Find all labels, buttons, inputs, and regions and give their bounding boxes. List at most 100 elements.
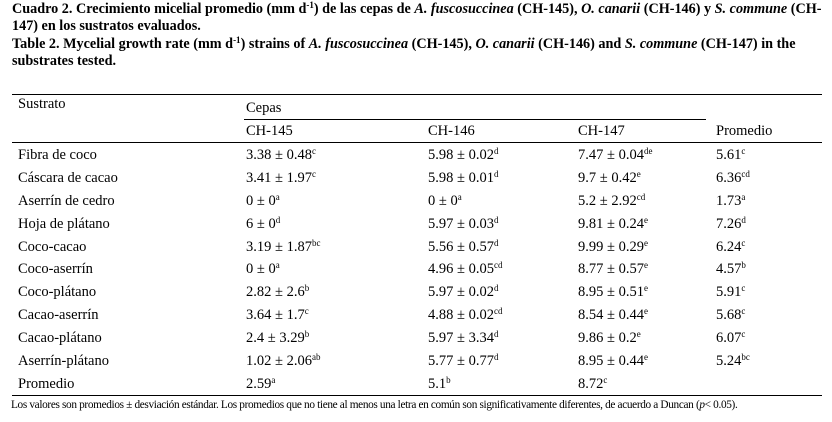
species-name: S. commune (714, 1, 788, 17)
significance-letter: bc (741, 352, 750, 363)
significance-letter: c (741, 146, 746, 156)
table-cell: 1.02 ± 2.06ab (246, 353, 320, 370)
significance-letter: d (493, 168, 499, 179)
cell-value: 5.24 (716, 353, 742, 370)
cell-value: 5.68 (716, 307, 742, 324)
cell-value: 5.97 ± 0.02 (428, 284, 494, 301)
cell-value: 5.77 ± 0.77 (428, 353, 494, 370)
significance-letter: e (643, 237, 648, 248)
cell-value: 8.95 ± 0.44 (578, 353, 644, 370)
significance-letter: c (741, 329, 746, 340)
table-cell: 0 ± 0a (246, 261, 280, 278)
header-sustrato: Sustrato (18, 96, 66, 112)
cell-value: 5.91 (716, 284, 742, 301)
significance-letter: d (493, 146, 499, 156)
row-label: Cáscara de cacao (18, 169, 118, 186)
table-cell: 5.98 ± 0.02d (428, 147, 498, 164)
table-cell: 9.81 ± 0.24e (578, 215, 648, 233)
footnote-p-symbol: p (699, 399, 705, 411)
cell-value: 3.19 ± 1.87 (246, 238, 312, 255)
table-row: Aserrín de cedro 0 ± 0a 0 ± 0a 5.2 ± 2.92cd… (0, 191, 832, 214)
significance-letter: cd (493, 306, 503, 317)
table-row: Fibra de coco 3.38 ± 0.48c 5.98 ± 0.02d 7.4… (0, 145, 832, 168)
table-cell: 2.4 ± 3.29b (246, 330, 309, 347)
significance-letter: d (741, 214, 746, 225)
table-top-rule (12, 94, 822, 95)
cell-value: 0 ± 0 (246, 261, 276, 278)
table-row: Cacao-aserrín 3.64 ± 1.7c 4.88 ± 0.02cd 8.5… (0, 305, 832, 328)
row-label: Cacao-plátano (18, 330, 102, 347)
significance-letter: e (636, 168, 641, 179)
caption-text: (CH-145), (408, 36, 476, 52)
significance-letter: e (643, 260, 648, 271)
cell-value: 9.7 ± 0.42 (578, 169, 637, 186)
table-cell: 2.59a (246, 374, 276, 393)
significance-letter: c (603, 374, 608, 385)
significance-letter: d (493, 237, 499, 248)
table-cell: 5.98 ± 0.01d (428, 168, 499, 187)
table-row: Cacao-plátano 2.4 ± 3.29b 5.97 ± 3.34d 9.86… (0, 328, 832, 351)
cell-value: 8.95 ± 0.51 (578, 284, 644, 301)
significance-letter: d (493, 283, 499, 294)
table-row: Coco-cacao 3.19 ± 1.87bc 5.56 ± 0.57d 9.99 … (0, 237, 832, 260)
cell-value: 6 ± 0 (246, 215, 276, 232)
cell-value: 5.98 ± 0.01 (428, 169, 494, 186)
row-label: Aserrín de cedro (18, 192, 115, 209)
caption-superscript: -1 (306, 0, 314, 10)
caption-text: ) strains of (240, 36, 309, 52)
table-row: Cáscara de cacao 3.41 ± 1.97c 5.98 ± 0.01d… (0, 168, 832, 191)
table-cell: 5.24bc (716, 353, 750, 370)
caption-text: (CH-147) in the substrates tested. (12, 36, 796, 69)
table-cell: 5.56 ± 0.57d (428, 237, 499, 256)
table-cell: 4.88 ± 0.02cd (428, 307, 502, 324)
table-cell: 6.36cd (716, 168, 750, 187)
header-bottom-rule (12, 142, 822, 143)
row-label: Promedio (18, 375, 75, 392)
significance-letter: c (311, 168, 316, 179)
table-row: Promedio 2.59a 5.1b 8.72c (0, 374, 832, 397)
cell-value: 5.56 ± 0.57 (428, 238, 494, 255)
cell-value: 2.59 (246, 375, 272, 392)
table-cell: 8.54 ± 0.44e (578, 307, 648, 324)
cepas-header-rule (244, 119, 706, 120)
table-cell: 3.41 ± 1.97c (246, 168, 316, 187)
cell-value: 8.72 (578, 375, 604, 392)
significance-letter: e (643, 352, 648, 363)
header-promedio: Promedio (716, 123, 773, 139)
significance-letter: a (275, 260, 280, 271)
row-label: Coco-aserrín (18, 261, 93, 278)
table-cell: 6.24c (716, 238, 745, 256)
table-cell: 6.07c (716, 330, 745, 347)
table-cell: 9.86 ± 0.2e (578, 330, 641, 347)
table-cell: 7.26d (716, 214, 746, 233)
table-cell: 5.91c (716, 284, 745, 301)
table-cell: 5.97 ± 0.03d (428, 215, 498, 233)
significance-letter: c (311, 146, 316, 156)
significance-letter: d (493, 329, 499, 340)
cell-value: 9.81 ± 0.24 (578, 215, 644, 232)
table-row: Coco-plátano 2.82 ± 2.6b 5.97 ± 0.02d 8.95 … (0, 282, 832, 305)
significance-letter: c (304, 306, 309, 317)
caption-text: Table 2. Mycelial growth rate (mm d (12, 36, 234, 52)
significance-letter: cd (741, 168, 750, 179)
caption-superscript: -1 (233, 35, 241, 45)
cell-value: 0 ± 0 (246, 192, 276, 209)
significance-letter: a (271, 374, 276, 385)
table-cell: 8.95 ± 0.44e (578, 353, 648, 370)
cell-value: 2.4 ± 3.29 (246, 330, 305, 347)
table-cell: 5.68c (716, 307, 745, 324)
table-cell: 8.77 ± 0.57e (578, 261, 648, 278)
table-cell: 3.38 ± 0.48c (246, 147, 316, 164)
table-bottom-rule (12, 395, 822, 396)
cell-value: 5.1 (428, 375, 447, 392)
significance-letter: cd (636, 191, 646, 202)
significance-letter: e (643, 306, 648, 317)
significance-letter: e (636, 329, 641, 340)
significance-letter: a (741, 191, 746, 202)
header-strain-ch147: CH-147 (578, 123, 625, 139)
cell-value: 7.47 ± 0.04 (578, 147, 644, 163)
cell-value: 3.41 ± 1.97 (246, 169, 312, 186)
significance-letter: c (741, 306, 746, 317)
caption-english: Table 2. Mycelial growth rate (mm d-1) s… (12, 36, 822, 70)
